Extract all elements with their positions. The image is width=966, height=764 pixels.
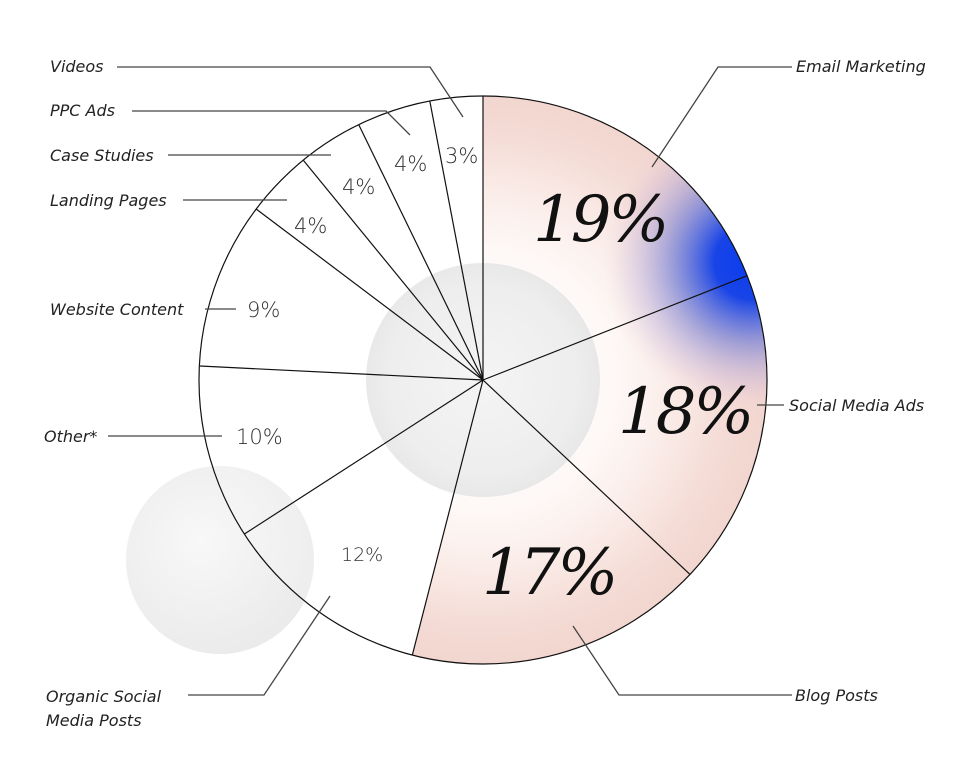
label-other: Other* xyxy=(44,427,97,446)
category-labels: Videos PPC Ads Case Studies Landing Page… xyxy=(44,57,926,730)
label-email-marketing: Email Marketing xyxy=(796,57,926,76)
label-blog-posts: Blog Posts xyxy=(795,686,878,705)
slice-boundaries xyxy=(199,96,748,656)
label-website-content: Website Content xyxy=(50,300,184,319)
pct-website-content: 9% xyxy=(247,298,280,322)
label-case-studies: Case Studies xyxy=(50,146,154,165)
label-landing-pages: Landing Pages xyxy=(50,191,167,210)
label-videos: Videos xyxy=(50,57,104,76)
label-ppc-ads: PPC Ads xyxy=(50,101,115,120)
label-organic-social-line1: Organic Social xyxy=(46,687,162,706)
pct-videos: 3% xyxy=(445,144,478,168)
pct-other: 10% xyxy=(236,425,283,449)
leader-lines xyxy=(108,66,792,696)
pct-blog-posts: 17% xyxy=(482,536,615,610)
pct-organic-social: 12% xyxy=(341,544,383,566)
percentage-labels: 19% 18% 17% 12% 10% 9% 4% 4% 4% 3% xyxy=(236,144,754,610)
label-social-media-ads: Social Media Ads xyxy=(789,396,924,415)
pct-landing-pages: 4% xyxy=(294,214,327,238)
pct-social-media-ads: 18% xyxy=(618,375,751,449)
pct-email-marketing: 19% xyxy=(533,183,666,257)
label-organic-social-line2: Media Posts xyxy=(46,711,142,730)
pct-case-studies: 4% xyxy=(342,175,375,199)
pct-ppc-ads: 4% xyxy=(394,152,427,176)
